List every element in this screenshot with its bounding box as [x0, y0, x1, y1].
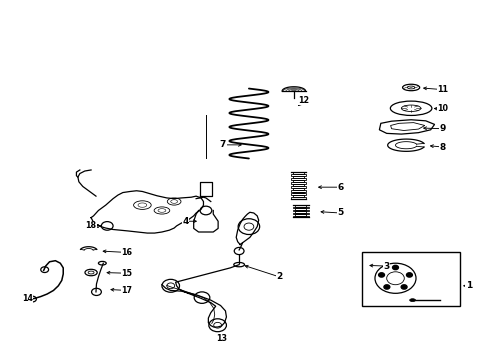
Text: 15: 15 — [121, 269, 132, 278]
Bar — [292, 174, 306, 176]
Bar — [295, 206, 306, 207]
Bar — [292, 178, 306, 180]
Bar — [295, 214, 306, 216]
Bar — [294, 184, 304, 186]
Text: 11: 11 — [438, 85, 448, 94]
Text: 10: 10 — [438, 104, 448, 113]
Bar — [294, 172, 304, 174]
Circle shape — [401, 285, 407, 289]
Bar — [293, 210, 309, 211]
Text: 6: 6 — [337, 183, 343, 192]
Text: 5: 5 — [337, 208, 343, 217]
Bar — [292, 193, 306, 195]
Text: 8: 8 — [440, 143, 446, 152]
Bar — [293, 213, 309, 214]
Circle shape — [384, 285, 390, 289]
Bar — [292, 182, 306, 184]
Text: 7: 7 — [220, 140, 226, 149]
Text: 13: 13 — [216, 334, 227, 343]
Text: 17: 17 — [121, 286, 132, 295]
Text: 18: 18 — [86, 221, 97, 230]
Circle shape — [392, 265, 398, 270]
Bar — [292, 197, 306, 199]
Text: 12: 12 — [298, 96, 309, 105]
Bar — [294, 176, 304, 178]
Text: 2: 2 — [276, 272, 282, 281]
Bar — [295, 208, 306, 210]
Circle shape — [379, 273, 385, 277]
Text: 3: 3 — [384, 262, 390, 271]
Text: 9: 9 — [440, 124, 446, 133]
Bar — [294, 192, 304, 193]
Bar — [292, 190, 306, 192]
Bar — [293, 216, 309, 217]
Circle shape — [407, 273, 413, 277]
Bar — [294, 180, 304, 182]
Bar — [362, 252, 460, 306]
Bar — [294, 188, 304, 190]
Ellipse shape — [410, 299, 416, 302]
Text: 14: 14 — [22, 294, 33, 303]
Text: 1: 1 — [466, 281, 472, 290]
Bar — [294, 195, 304, 197]
Bar — [295, 211, 306, 213]
Text: 16: 16 — [121, 248, 132, 257]
Bar — [293, 207, 309, 208]
Text: 4: 4 — [182, 217, 189, 226]
Bar — [292, 186, 306, 188]
